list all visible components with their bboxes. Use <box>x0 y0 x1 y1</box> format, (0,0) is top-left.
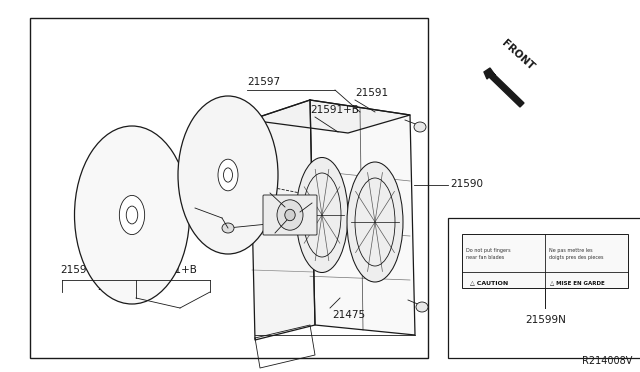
Text: △ MISE EN GARDE: △ MISE EN GARDE <box>550 280 605 285</box>
Text: 21475: 21475 <box>332 310 365 320</box>
Ellipse shape <box>285 209 295 221</box>
Ellipse shape <box>218 159 238 191</box>
Ellipse shape <box>126 206 138 224</box>
Ellipse shape <box>416 302 428 312</box>
Ellipse shape <box>223 168 232 182</box>
Text: Do not put fingers
near fan blades: Do not put fingers near fan blades <box>466 248 511 260</box>
Text: 21510G: 21510G <box>173 202 214 212</box>
Ellipse shape <box>222 223 234 233</box>
Text: 21597: 21597 <box>247 77 280 87</box>
Bar <box>462 234 628 288</box>
Ellipse shape <box>347 162 403 282</box>
Text: 21591: 21591 <box>355 88 388 98</box>
Ellipse shape <box>74 126 189 304</box>
Ellipse shape <box>414 122 426 132</box>
Ellipse shape <box>296 157 348 273</box>
FancyBboxPatch shape <box>263 195 317 235</box>
Text: 21591+B: 21591+B <box>310 105 359 115</box>
Ellipse shape <box>119 195 145 235</box>
Text: 21590: 21590 <box>450 179 483 189</box>
Text: R214008V: R214008V <box>582 356 632 366</box>
Text: Ne pas mettre les
doigts pres des pieces: Ne pas mettre les doigts pres des pieces <box>549 248 604 260</box>
Polygon shape <box>250 100 315 340</box>
Ellipse shape <box>178 96 278 254</box>
Text: 21591+A: 21591+A <box>97 282 146 292</box>
Polygon shape <box>310 100 415 335</box>
Ellipse shape <box>277 200 303 230</box>
Bar <box>30 18 428 358</box>
Polygon shape <box>250 100 410 133</box>
Text: 21597+A: 21597+A <box>60 265 109 275</box>
Text: 21599N: 21599N <box>525 315 566 325</box>
Bar <box>448 218 640 358</box>
Text: △ CAUTION: △ CAUTION <box>470 280 508 285</box>
Text: FRONT: FRONT <box>500 38 536 72</box>
Text: 21591+B: 21591+B <box>148 265 197 275</box>
Polygon shape <box>484 68 524 107</box>
